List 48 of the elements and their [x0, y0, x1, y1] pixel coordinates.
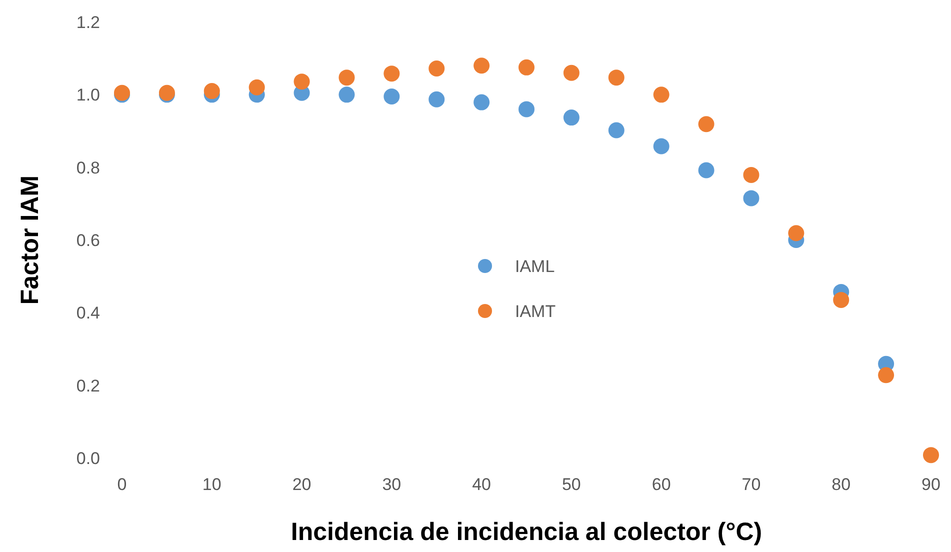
point — [878, 367, 894, 384]
point — [294, 74, 310, 90]
point — [338, 70, 355, 86]
point — [608, 122, 624, 138]
y-tick-label: 0.2 — [76, 376, 100, 396]
x-tick-label: 70 — [742, 475, 761, 494]
point — [833, 292, 850, 308]
x-tick-label: 50 — [562, 475, 581, 494]
point — [698, 162, 714, 178]
point — [338, 86, 355, 103]
point — [563, 64, 580, 81]
y-tick-label: 1.2 — [76, 13, 100, 32]
legend-label: IAMT — [515, 302, 556, 321]
legend-label: IAML — [515, 257, 555, 276]
point — [923, 447, 939, 464]
point — [788, 225, 804, 242]
y-tick-label: 0.6 — [76, 231, 100, 250]
x-tick-label: 60 — [652, 475, 671, 494]
x-tick-label: 10 — [202, 475, 222, 494]
y-tick-label: 0.8 — [76, 158, 100, 178]
point — [518, 59, 534, 76]
x-tick-label: 20 — [292, 475, 312, 494]
point — [474, 94, 490, 110]
point — [563, 110, 580, 126]
x-axis-title: Incidencia de incidencia al colector (°C) — [290, 518, 762, 546]
point — [698, 116, 714, 132]
y-tick-label: 0.4 — [76, 304, 100, 323]
point — [653, 86, 670, 103]
x-tick-label: 90 — [922, 475, 940, 494]
point — [653, 138, 670, 154]
point — [743, 190, 760, 206]
point — [428, 60, 445, 77]
point — [518, 101, 534, 118]
x-tick-label: 40 — [472, 475, 492, 494]
point — [743, 166, 760, 183]
point — [384, 66, 400, 82]
point — [248, 79, 265, 96]
x-tick-label: 30 — [382, 475, 402, 494]
point — [608, 70, 624, 86]
y-axis-title: Factor IAM — [16, 175, 44, 305]
point — [384, 88, 400, 104]
y-tick-label: 1.0 — [76, 86, 100, 105]
x-tick-label: 80 — [832, 475, 851, 494]
y-tick-label: 0.0 — [76, 449, 100, 468]
point — [474, 58, 490, 74]
point — [428, 91, 445, 108]
point — [204, 83, 220, 100]
x-tick-label: 0 — [117, 475, 127, 494]
